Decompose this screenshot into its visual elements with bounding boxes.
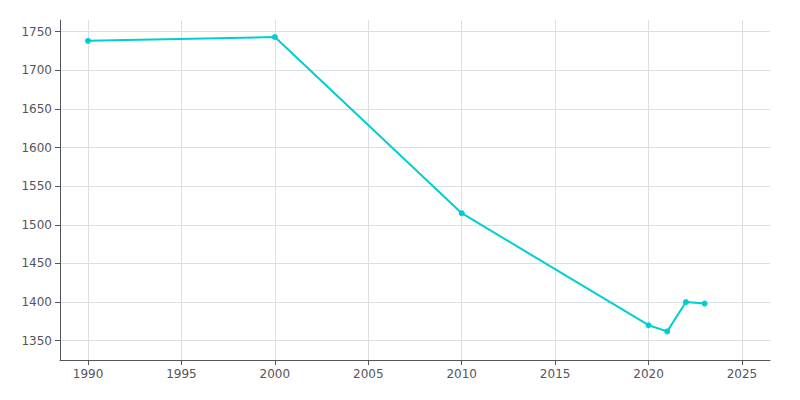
svg-text:1600: 1600 [21, 141, 52, 155]
svg-text:2020: 2020 [633, 367, 664, 381]
svg-text:2010: 2010 [446, 367, 477, 381]
svg-text:2000: 2000 [260, 367, 291, 381]
svg-text:1350: 1350 [21, 334, 52, 348]
svg-text:1500: 1500 [21, 218, 52, 232]
svg-text:1650: 1650 [21, 102, 52, 116]
svg-text:1400: 1400 [21, 295, 52, 309]
svg-text:1750: 1750 [21, 25, 52, 39]
svg-text:1450: 1450 [21, 256, 52, 270]
svg-text:2015: 2015 [540, 367, 571, 381]
svg-text:2005: 2005 [353, 367, 384, 381]
svg-text:1995: 1995 [166, 367, 197, 381]
svg-text:1700: 1700 [21, 63, 52, 77]
svg-text:2025: 2025 [727, 367, 758, 381]
svg-text:1550: 1550 [21, 179, 52, 193]
svg-text:1990: 1990 [73, 367, 104, 381]
